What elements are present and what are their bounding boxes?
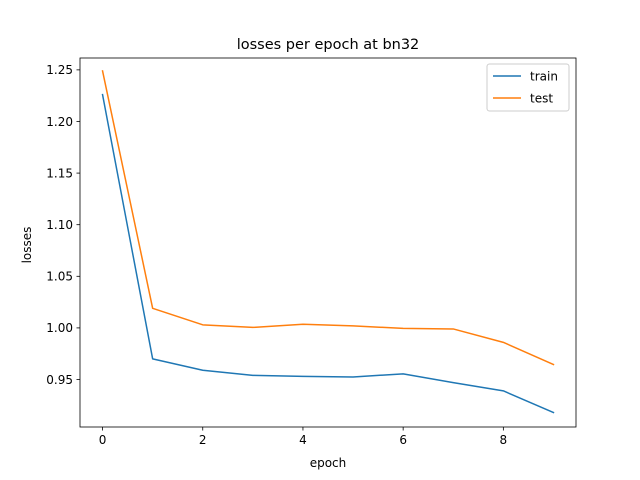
y-tick-label: 1.00 xyxy=(46,321,73,335)
y-tick-label: 0.95 xyxy=(46,373,73,387)
y-tick-label: 1.20 xyxy=(46,115,73,129)
x-tick-label: 6 xyxy=(399,433,407,447)
y-tick-label: 1.15 xyxy=(46,166,73,180)
y-axis-label: losses xyxy=(20,227,34,264)
plot-area xyxy=(79,57,577,428)
x-tick-label: 2 xyxy=(199,433,207,447)
x-tick-label: 0 xyxy=(99,433,107,447)
plot-frame xyxy=(79,57,577,428)
y-axis: 0.95 1.00 1.05 1.10 1.15 1.20 1.25 xyxy=(46,63,80,387)
series-line-train xyxy=(101,93,555,414)
x-tick-label: 4 xyxy=(299,433,307,447)
y-tick-label: 1.05 xyxy=(46,270,73,284)
y-tick-label: 1.25 xyxy=(46,63,73,77)
chart-title: losses per epoch at bn32 xyxy=(237,37,420,53)
x-axis-label: epoch xyxy=(310,456,347,470)
legend-label-test: test xyxy=(530,91,553,105)
x-axis: 0 2 4 6 8 xyxy=(99,427,507,447)
y-tick-label: 1.10 xyxy=(46,218,73,232)
legend: train test xyxy=(486,63,570,112)
series-line-test xyxy=(101,70,555,366)
legend-label-train: train xyxy=(530,69,558,83)
x-tick-label: 8 xyxy=(500,433,508,447)
